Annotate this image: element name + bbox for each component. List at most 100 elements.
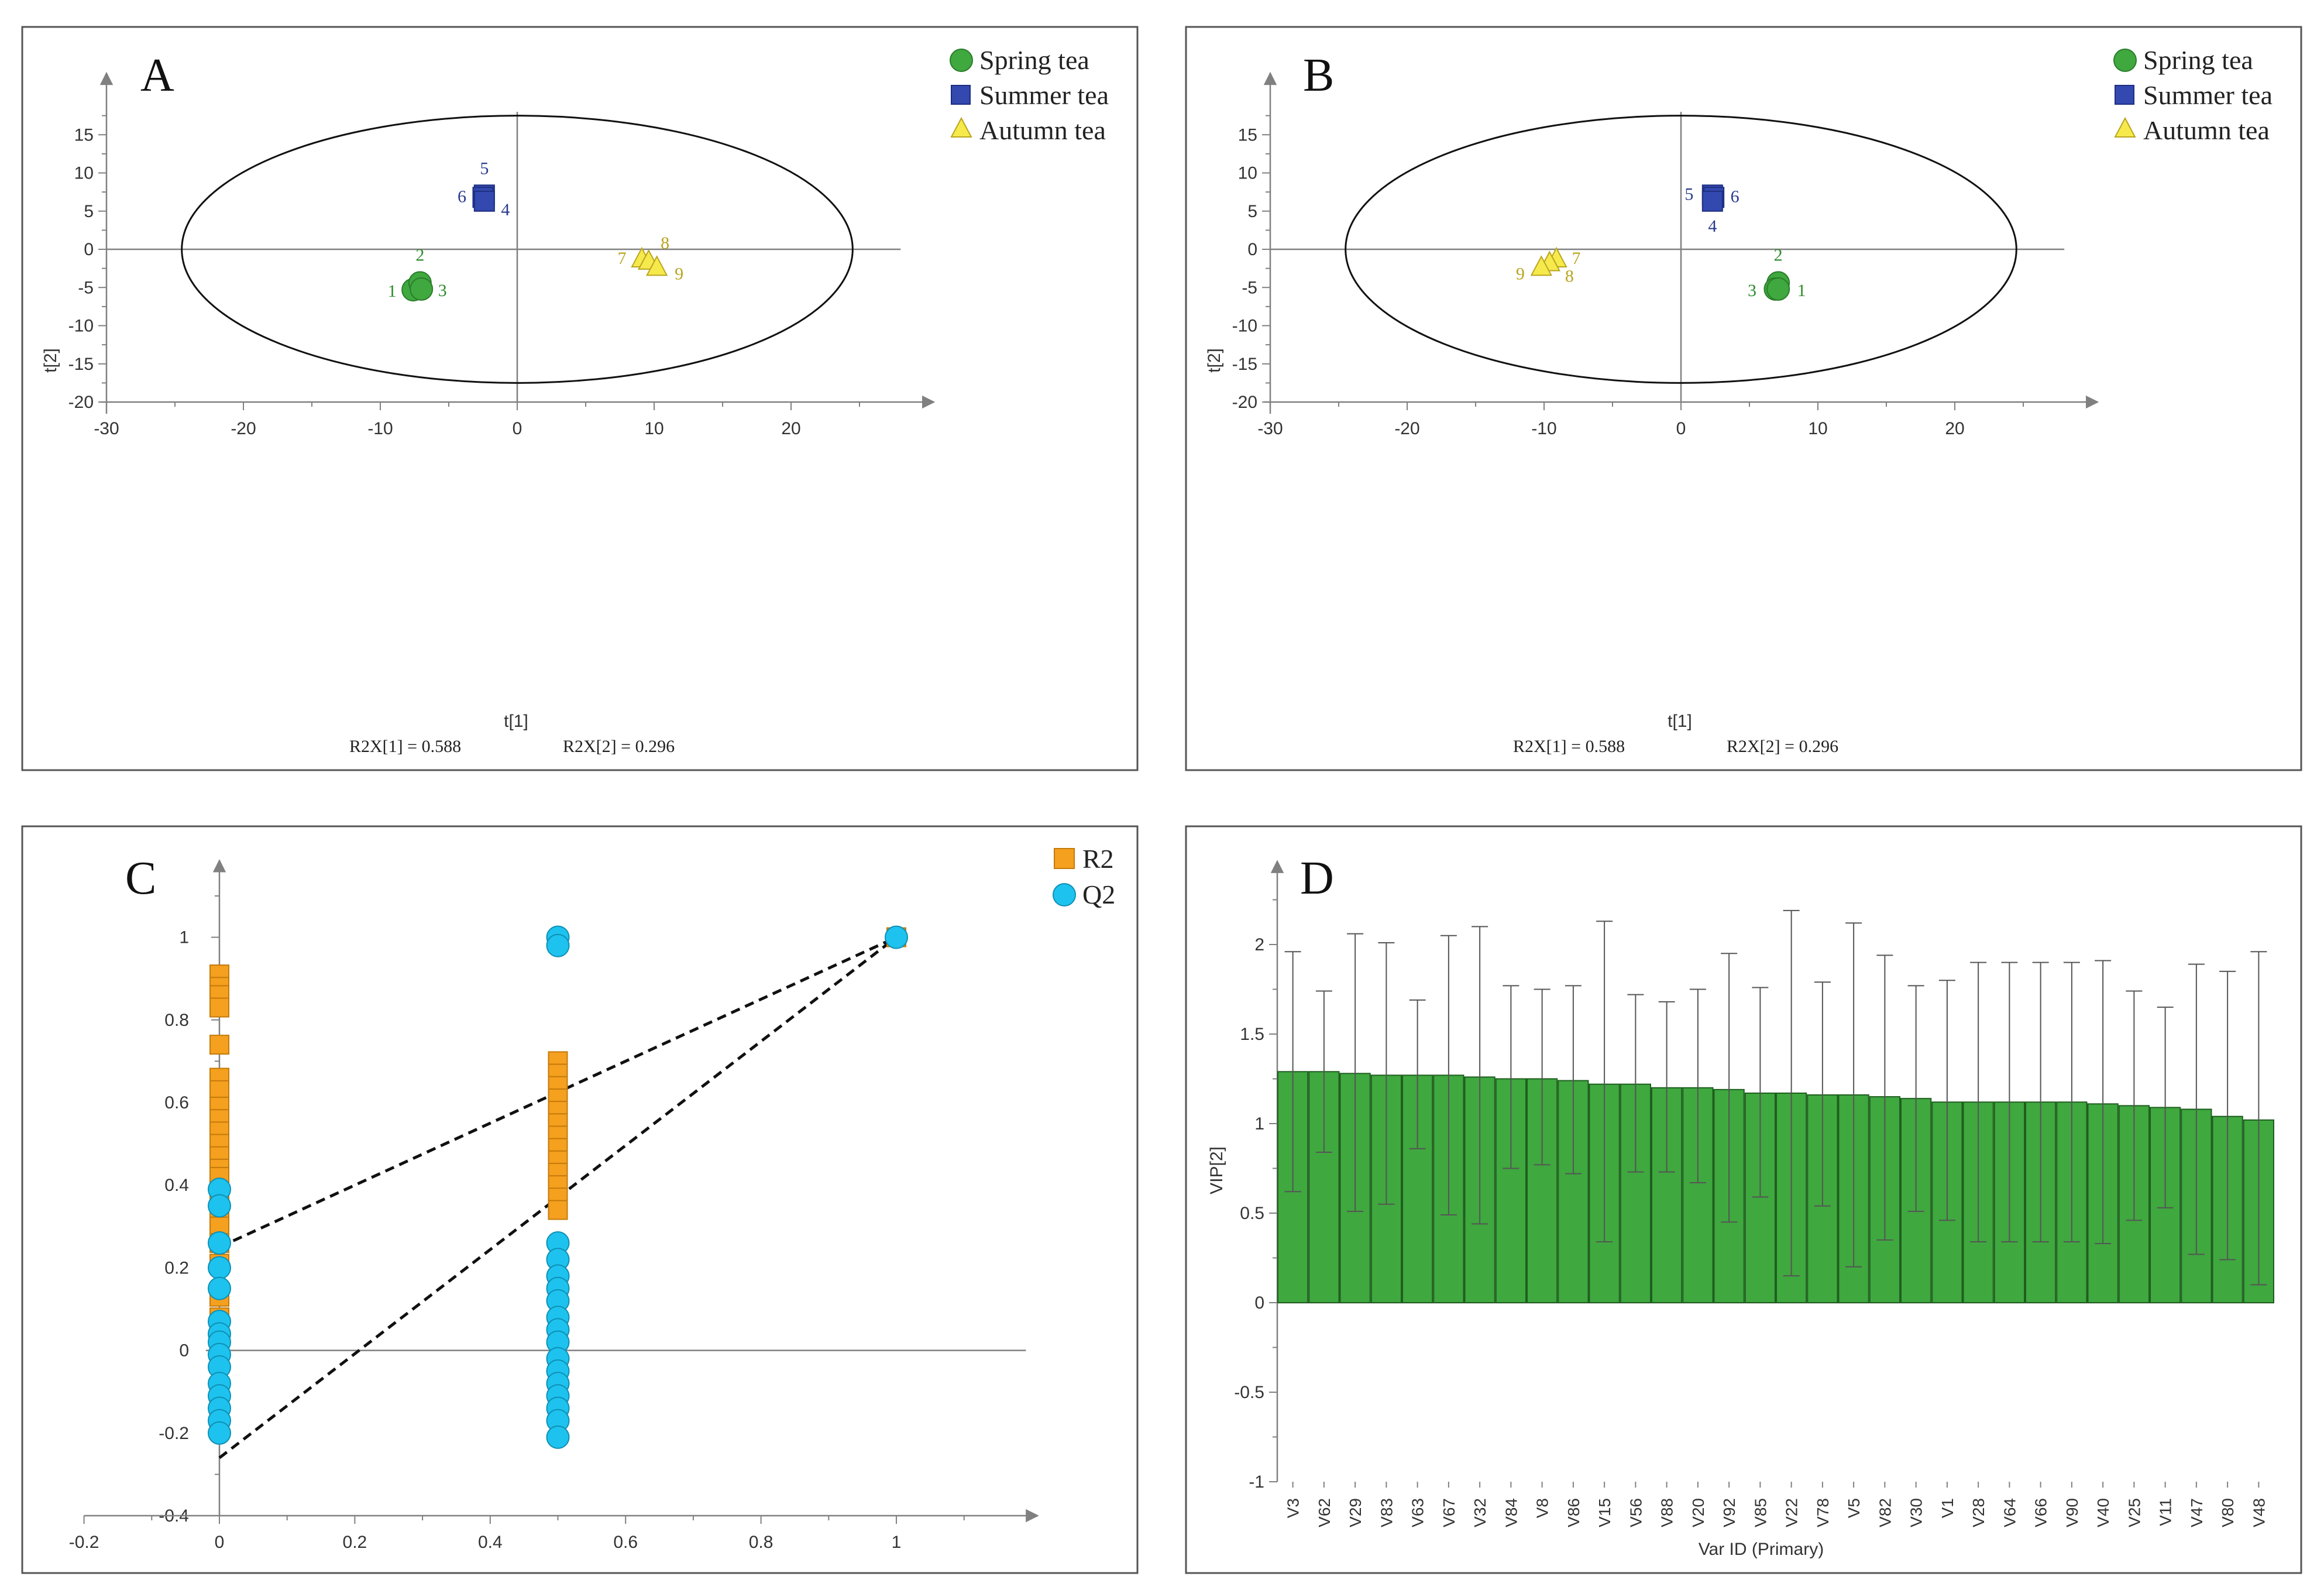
- x-tick-label: 0: [1676, 419, 1686, 438]
- y-tick-label: 5: [84, 202, 94, 221]
- y-tick-label: 0.5: [1240, 1204, 1264, 1223]
- legend-label-q2: Q2: [1082, 880, 1115, 909]
- y-tick-label: -20: [68, 393, 94, 412]
- panel-letter: B: [1303, 50, 1334, 101]
- category-label: V3: [1284, 1498, 1302, 1518]
- q2-point: [208, 1276, 231, 1300]
- data-point: [1701, 190, 1723, 212]
- y-tick-label: -0.2: [159, 1424, 189, 1443]
- category-labels: V3 V62 V29 V83 V63 V67 V32 V84 V8 V86 V15 V56 V88 V20…: [1284, 1498, 2268, 1527]
- legend-marker-spring: [950, 49, 973, 72]
- category-label: V47: [2188, 1498, 2206, 1527]
- legend-label-summer: Summer tea: [979, 80, 1109, 110]
- data-point: [1530, 255, 1552, 276]
- axes: [99, 71, 936, 414]
- legend: Spring tea Summer tea Autumn tea: [950, 45, 1109, 145]
- point-label: 7: [617, 249, 626, 268]
- category-label: V56: [1627, 1498, 1645, 1527]
- category-label: V84: [1502, 1498, 1520, 1527]
- y-tick-label: 0: [1254, 1293, 1264, 1313]
- category-label: V48: [2250, 1498, 2268, 1527]
- r2x-1-label: R2X[1] = 0.588: [1513, 737, 1625, 756]
- point-label: 7: [1572, 249, 1581, 268]
- point-label: 1: [1797, 281, 1806, 300]
- data-point: [646, 255, 668, 276]
- y-tick-label: -5: [1242, 278, 1257, 297]
- point-label: 4: [1708, 217, 1717, 236]
- legend-label-autumn: Autumn tea: [2143, 115, 2270, 145]
- x-tick-label: 0.8: [749, 1533, 773, 1552]
- y-tick-label: 2: [1254, 935, 1264, 954]
- panel-c: C -0.2 0 0.2 0.4 0.6 0.8 110.80.60.40.20-0.2-0…: [69, 844, 1115, 1552]
- panel-c-frame: [21, 825, 1139, 1574]
- y-axis-label: VIP[2]: [1207, 1146, 1226, 1194]
- category-label: V8: [1534, 1498, 1552, 1518]
- q2-point: [546, 933, 570, 957]
- category-label: V40: [2094, 1498, 2112, 1527]
- q2-point: [208, 1231, 231, 1255]
- hotelling-ellipse: [1345, 115, 2017, 384]
- point-label: 9: [1516, 264, 1525, 283]
- y-tick-label: -10: [1232, 317, 1257, 336]
- category-label: V62: [1315, 1498, 1333, 1527]
- point-label: 5: [1684, 184, 1693, 204]
- category-label: V11: [2157, 1498, 2175, 1526]
- x-tick-label: -10: [1531, 419, 1556, 438]
- panel-letter: D: [1300, 853, 1334, 904]
- point-label: 1: [388, 281, 397, 301]
- y-tick-label: 0: [1247, 240, 1257, 259]
- x-axis-label: Var ID (Primary): [1699, 1540, 1824, 1559]
- category-label: V92: [1720, 1498, 1738, 1527]
- y-tick-label: 1: [1254, 1114, 1264, 1134]
- category-label: V82: [1876, 1498, 1894, 1527]
- legend-marker-spring: [2113, 49, 2137, 72]
- q2-point: [208, 1421, 231, 1445]
- axes: [1263, 71, 2099, 414]
- category-label: V5: [1845, 1498, 1863, 1518]
- category-label: V29: [1346, 1498, 1364, 1527]
- y-axis-label: t[2]: [1205, 348, 1224, 373]
- point-label: 8: [661, 233, 669, 253]
- category-label: V15: [1596, 1498, 1614, 1527]
- r2-point: [209, 997, 229, 1018]
- q2-point: [208, 1194, 231, 1218]
- y-tick-label: 0: [84, 240, 94, 259]
- point-label: 6: [458, 187, 466, 206]
- q2-point: [546, 1425, 570, 1449]
- category-label: V32: [1471, 1498, 1489, 1527]
- category-label: V83: [1377, 1498, 1395, 1527]
- x-axis-label: t[1]: [1668, 712, 1692, 731]
- plot-area: [208, 925, 908, 1459]
- y-tick-label: -20: [1232, 393, 1257, 412]
- data-point: [1766, 277, 1790, 301]
- category-label: V80: [2219, 1498, 2237, 1527]
- y-tick-label: -0.5: [1234, 1383, 1264, 1402]
- data-point: [410, 277, 434, 301]
- category-label: V67: [1440, 1498, 1458, 1527]
- point-label: 6: [1731, 187, 1739, 206]
- y-tick-label: -10: [68, 317, 94, 336]
- x-tick-label: -20: [231, 419, 256, 438]
- y-axis-label: t[2]: [41, 348, 60, 373]
- legend-marker-summer: [951, 85, 971, 105]
- y-tick-label: 15: [74, 125, 94, 145]
- x-tick-label: -0.2: [69, 1533, 99, 1552]
- x-tick-label: 20: [781, 419, 800, 438]
- category-label: V66: [2032, 1498, 2050, 1527]
- panel-b-frame: [1185, 26, 2302, 771]
- q2-point: [885, 925, 908, 949]
- point-label: 3: [438, 281, 447, 300]
- panel-letter: A: [140, 50, 174, 101]
- category-label: V28: [1969, 1498, 1988, 1527]
- x-tick-label: 10: [644, 419, 663, 438]
- plot-area: 23 1 5 64 78 9: [1516, 184, 1806, 301]
- plot-area: 123 56 4 7 89: [388, 159, 683, 302]
- r2x-1-label: R2X[1] = 0.588: [349, 737, 461, 756]
- y-tick-label: 1.5: [1240, 1025, 1264, 1044]
- y-tick-label: 0.4: [164, 1176, 189, 1195]
- y-tick-label: 10: [1238, 164, 1257, 183]
- panel-a-frame: [21, 26, 1139, 771]
- legend-label-spring: Spring tea: [979, 45, 1089, 75]
